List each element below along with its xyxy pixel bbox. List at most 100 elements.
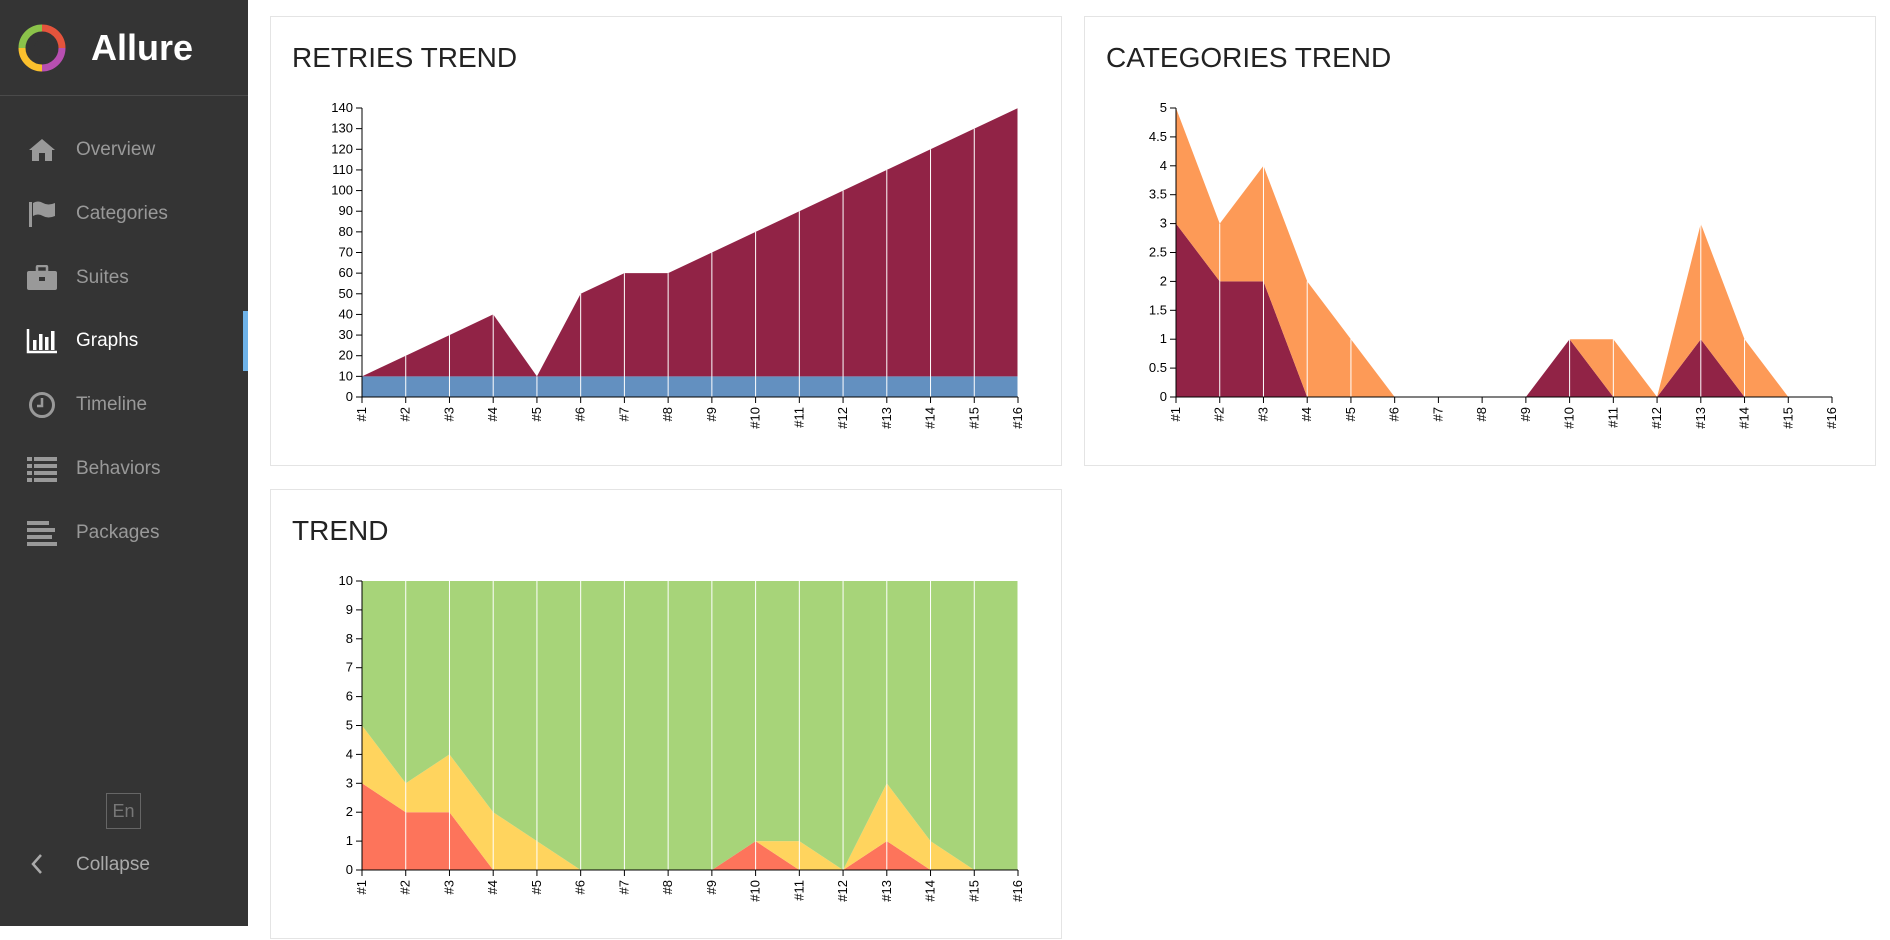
x-tick-label: #11 [791, 407, 806, 428]
panel-title: RETRIES TREND [292, 42, 518, 73]
x-tick-label: #6 [573, 407, 588, 421]
y-tick-label: 30 [339, 327, 353, 342]
y-tick-label: 10 [339, 573, 353, 588]
retries-trend-chart[interactable]: 0 10 20 30 40 50 60 70 80 90 100 110 120 130 140 #1 #2 #3… [271, 17, 1063, 467]
sidebar-item-label: Graphs [76, 330, 139, 351]
y-tick-label: 9 [346, 602, 353, 617]
x-tick-label: #8 [660, 880, 675, 894]
x-tick-label: #10 [748, 407, 763, 429]
x-tick-label: #4 [1299, 407, 1314, 421]
y-tick-label: 20 [339, 348, 353, 363]
trend-chart[interactable]: 0 1 2 3 4 5 6 7 8 9 10 #1 #2 #3 #4 #5 #6 #7 #8 #9 #10 #11 #12 #… [271, 490, 1063, 940]
sidebar-item-packages[interactable]: Packages [0, 503, 248, 563]
x-tick-label: #5 [529, 880, 544, 894]
x-tick-label: #15 [966, 407, 981, 429]
clock-icon [26, 389, 58, 421]
y-tick-label: 3.5 [1149, 187, 1167, 202]
x-tick-label: #13 [879, 407, 894, 429]
x-tick-label: #9 [704, 407, 719, 421]
language-select-button[interactable]: En [106, 793, 141, 829]
y-tick-label: 2.5 [1149, 245, 1167, 260]
series-area-0[interactable] [362, 376, 1018, 397]
sidebar-item-graphs[interactable]: Graphs [0, 311, 248, 371]
sidebar: Allure Overview Categories Suites Graphs… [0, 0, 248, 926]
x-tick-label: #7 [616, 880, 631, 894]
y-tick-label: 120 [331, 141, 353, 156]
x-tick-label: #6 [573, 880, 588, 894]
x-tick-label: #14 [923, 407, 938, 429]
sidebar-item-label: Behaviors [76, 458, 161, 479]
sidebar-item-label: Packages [76, 522, 160, 543]
allure-logo-icon[interactable] [17, 23, 67, 73]
y-tick-label: 60 [339, 265, 353, 280]
x-tick-label: #9 [704, 880, 719, 894]
y-tick-label: 140 [331, 100, 353, 115]
sidebar-item-label: Overview [76, 139, 156, 160]
y-tick-label: 80 [339, 224, 353, 239]
series-area-1[interactable] [362, 108, 1018, 377]
list-icon [26, 453, 58, 485]
x-tick-label: #13 [1693, 407, 1708, 429]
x-tick-label: #2 [398, 407, 413, 421]
sidebar-item-categories[interactable]: Categories [0, 184, 248, 244]
collapse-label: Collapse [76, 854, 150, 875]
x-tick-label: #4 [485, 880, 500, 894]
y-tick-label: 0.5 [1149, 360, 1167, 375]
y-tick-label: 2 [346, 804, 353, 819]
y-tick-label: 4.5 [1149, 129, 1167, 144]
x-tick-label: #5 [529, 407, 544, 421]
y-tick-label: 1 [346, 833, 353, 848]
panel-title: CATEGORIES TREND [1106, 42, 1392, 73]
sidebar-item-timeline[interactable]: Timeline [0, 375, 248, 435]
categories-trend-panel: CATEGORIES TREND 0 0.5 1 1.5 2 2.5 3 3.5 4 4.5 5 #1… [1084, 16, 1876, 466]
y-tick-label: 10 [339, 368, 353, 383]
x-tick-label: #3 [441, 407, 456, 421]
retries-trend-panel: RETRIES TREND 0 10 20 30 40 50 60 70 80 90 100 110 1… [270, 16, 1062, 466]
bar-chart-icon [26, 325, 58, 357]
y-tick-label: 40 [339, 306, 353, 321]
x-tick-label: #6 [1387, 407, 1402, 421]
sidebar-item-behaviors[interactable]: Behaviors [0, 439, 248, 499]
sidebar-item-label: Timeline [76, 394, 148, 415]
y-tick-label: 4 [1160, 158, 1167, 173]
x-tick-label: #2 [398, 880, 413, 894]
y-tick-label: 130 [331, 121, 353, 136]
x-tick-label: #13 [879, 880, 894, 902]
x-tick-label: #10 [748, 880, 763, 902]
x-tick-label: #12 [835, 880, 850, 902]
x-tick-label: #15 [966, 880, 981, 902]
x-tick-label: #1 [354, 407, 369, 421]
x-tick-label: #3 [1255, 407, 1270, 421]
y-tick-label: 3 [1160, 216, 1167, 231]
x-tick-label: #3 [441, 880, 456, 894]
x-tick-label: #15 [1780, 407, 1795, 429]
app-name[interactable]: Allure [91, 26, 194, 68]
y-tick-label: 100 [331, 183, 353, 198]
x-tick-label: #12 [1649, 407, 1664, 429]
y-tick-label: 4 [346, 746, 353, 761]
y-tick-label: 2 [1160, 273, 1167, 288]
y-tick-label: 5 [1160, 100, 1167, 115]
series-area-2[interactable] [362, 581, 1018, 870]
sidebar-item-label: Suites [76, 267, 129, 288]
categories-trend-chart[interactable]: 0 0.5 1 1.5 2 2.5 3 3.5 4 4.5 5 #1 #2 #3 #4 #5 #6 #7 #8 #9 #… [1085, 17, 1877, 467]
x-tick-label: #5 [1343, 407, 1358, 421]
y-tick-label: 5 [346, 718, 353, 733]
y-tick-label: 7 [346, 660, 353, 675]
trend-panel: TREND 0 1 2 3 4 5 6 7 8 9 10 #1 #2 #3 #4 #5 #6 #7 #8 #9 #10 #… [270, 489, 1062, 939]
x-tick-label: #14 [923, 880, 938, 902]
y-tick-label: 110 [332, 162, 353, 177]
align-left-icon [26, 517, 58, 549]
flag-icon [26, 198, 58, 230]
collapse-button[interactable]: Collapse [0, 845, 248, 885]
sidebar-item-suites[interactable]: Suites [0, 248, 248, 308]
x-tick-label: #7 [616, 407, 631, 421]
x-tick-label: #1 [354, 880, 369, 894]
x-tick-label: #11 [1605, 407, 1620, 428]
series-area-0[interactable] [1176, 223, 1832, 397]
x-tick-label: #12 [835, 407, 850, 429]
series-area-0[interactable] [362, 783, 1018, 870]
sidebar-item-overview[interactable]: Overview [0, 120, 248, 180]
y-tick-label: 50 [339, 286, 353, 301]
y-tick-label: 6 [346, 689, 353, 704]
